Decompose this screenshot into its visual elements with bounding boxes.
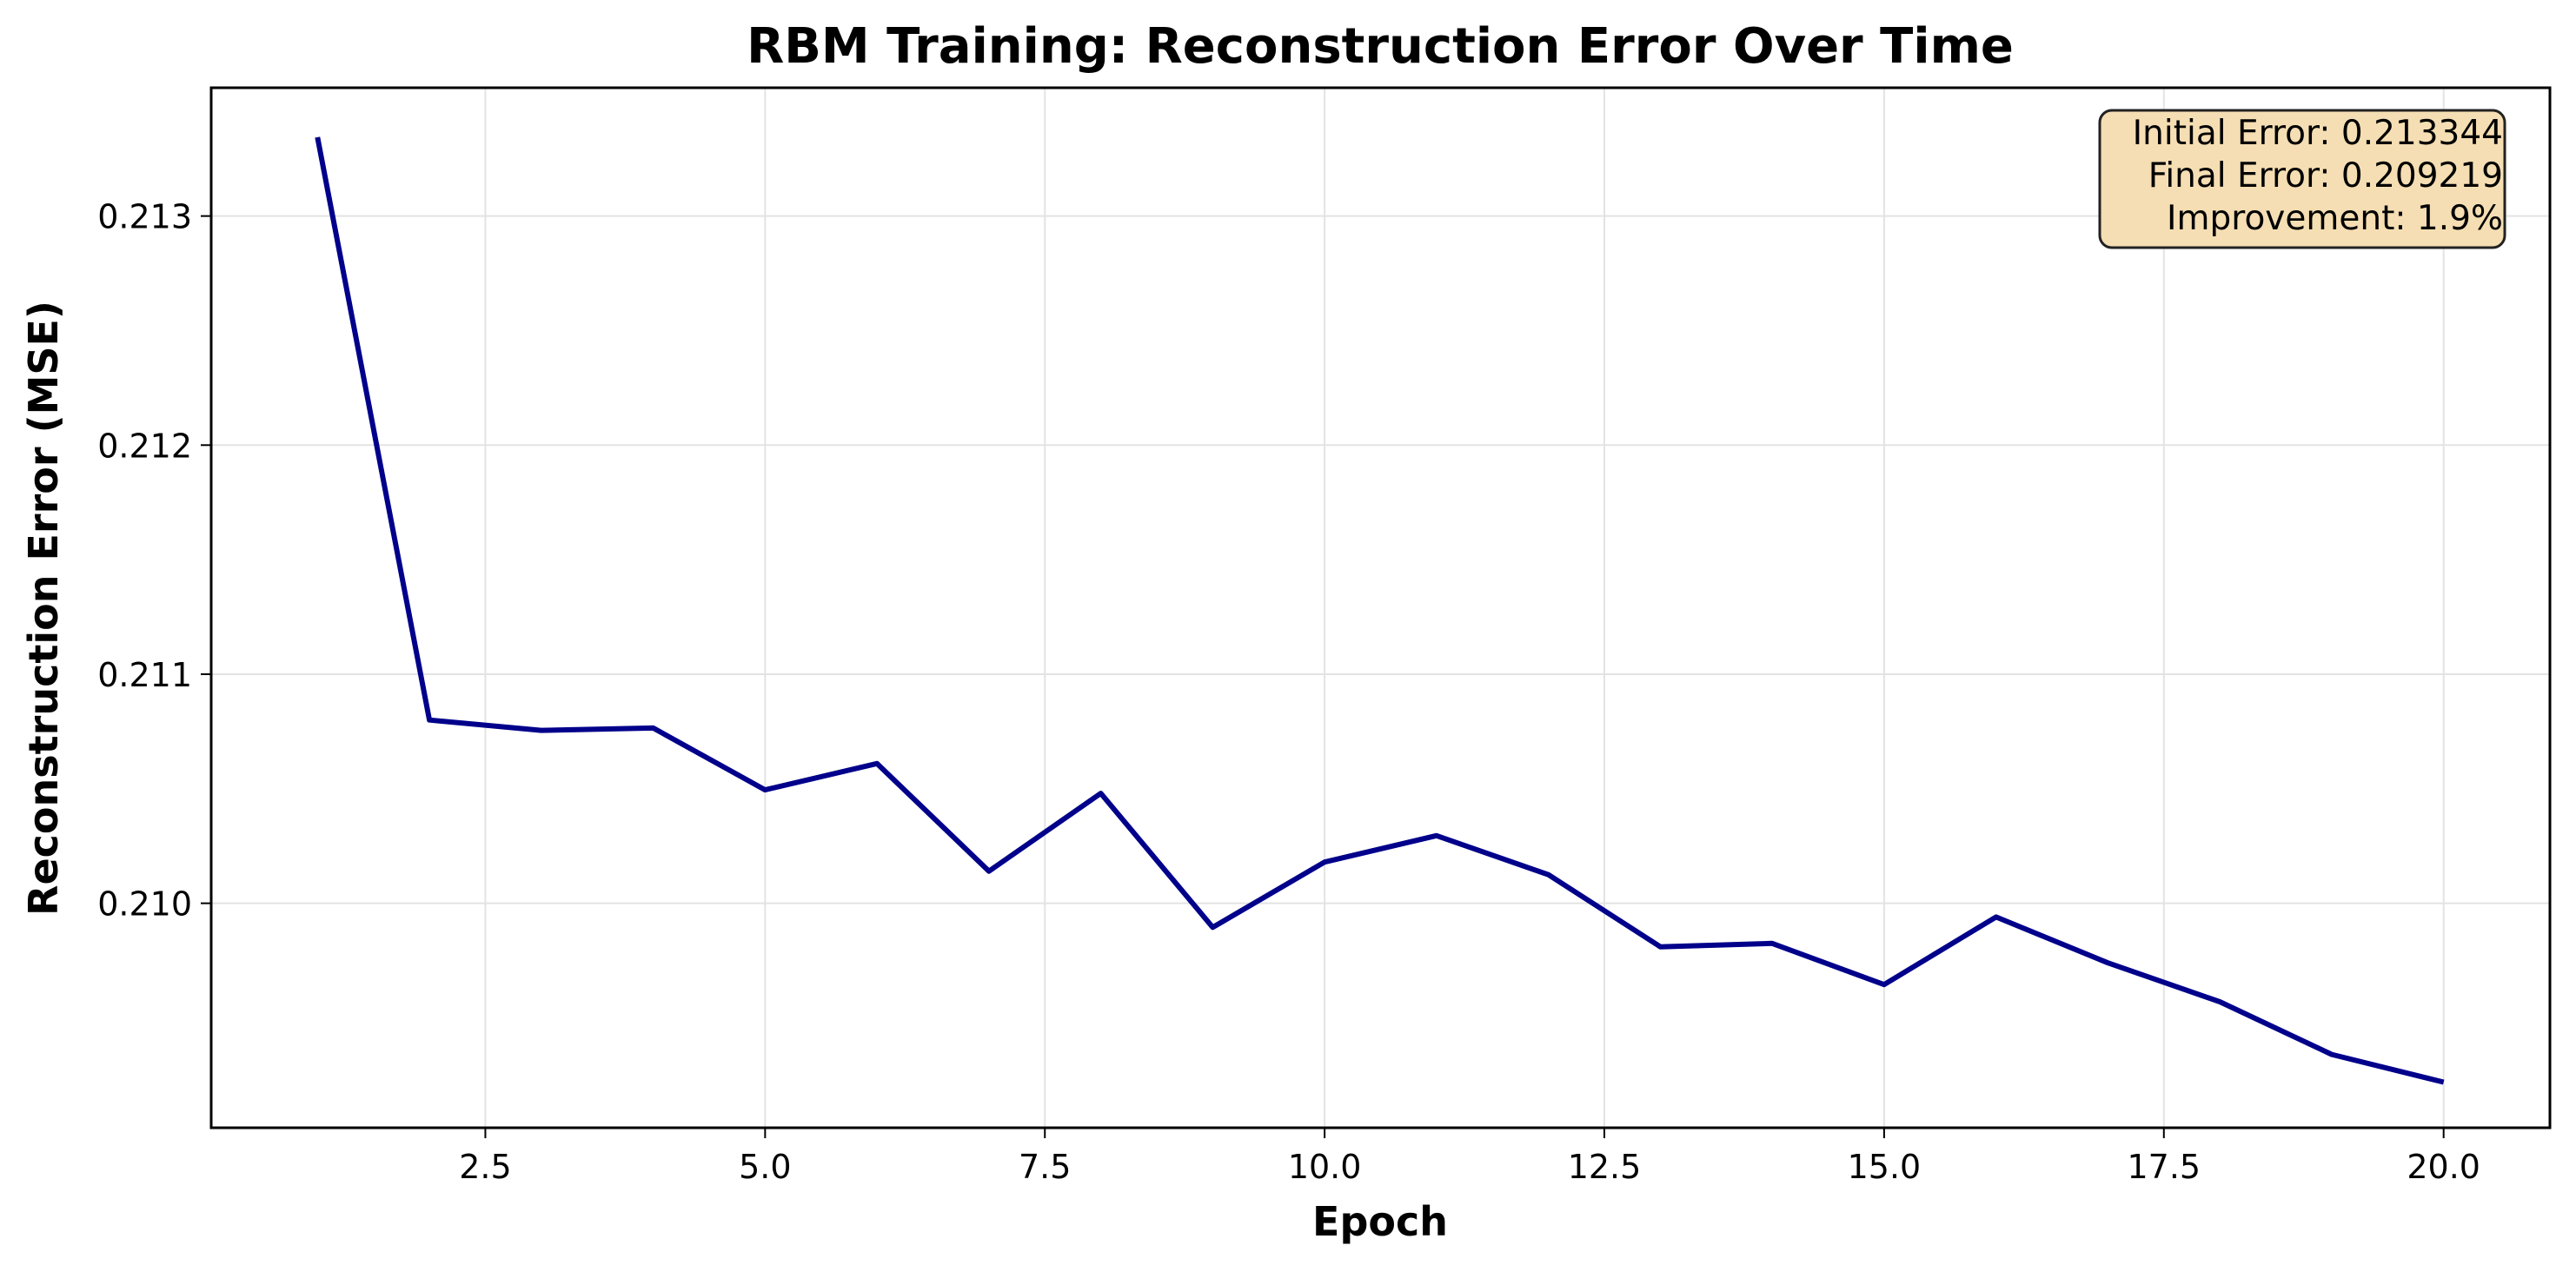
y-tick-label: 0.212 [97, 427, 192, 465]
y-axis-label: Reconstruction Error (MSE) [20, 301, 67, 916]
y-tick-label: 0.213 [97, 198, 192, 236]
x-tick-label: 10.0 [1288, 1148, 1362, 1186]
plot-frame [209, 86, 2552, 1130]
x-tick-label: 17.5 [2127, 1148, 2201, 1186]
x-axis-label: Epoch [1312, 1198, 1448, 1245]
y-tick-label: 0.211 [97, 656, 192, 694]
grid [211, 88, 2550, 1128]
stats-annotation: Initial Error: 0.213344 Final Error: 0.2… [2098, 109, 2506, 249]
series-line [315, 136, 2445, 1085]
annotation-initial-error: Initial Error: 0.213344 [2133, 114, 2503, 153]
annotation-improvement: Improvement: 1.9% [2167, 199, 2503, 238]
x-tick-label: 15.0 [1848, 1148, 1922, 1186]
x-tick-label: 20.0 [2407, 1148, 2480, 1186]
x-tick-label: 2.5 [459, 1148, 511, 1186]
x-tick-label: 12.5 [1568, 1148, 1642, 1186]
annotation-box [2098, 109, 2506, 249]
annotation-final-error: Final Error: 0.209219 [2148, 156, 2503, 195]
chart-title: RBM Training: Reconstruction Error Over … [747, 18, 2014, 75]
x-tick-label: 7.5 [1019, 1148, 1071, 1186]
x-tick-label: 5.0 [739, 1148, 791, 1186]
y-tick-label: 0.210 [97, 885, 192, 924]
x-axis: 2.5 5.0 7.5 10.0 12.5 15.0 17.5 20.0 [459, 1128, 2480, 1186]
series-group [315, 136, 2445, 1085]
y-axis: 0.210 0.211 0.212 0.213 [97, 198, 211, 924]
